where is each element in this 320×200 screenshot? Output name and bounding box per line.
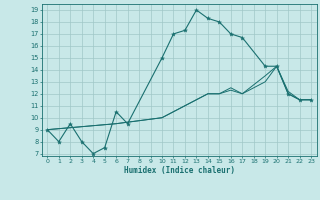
X-axis label: Humidex (Indice chaleur): Humidex (Indice chaleur) [124, 166, 235, 175]
